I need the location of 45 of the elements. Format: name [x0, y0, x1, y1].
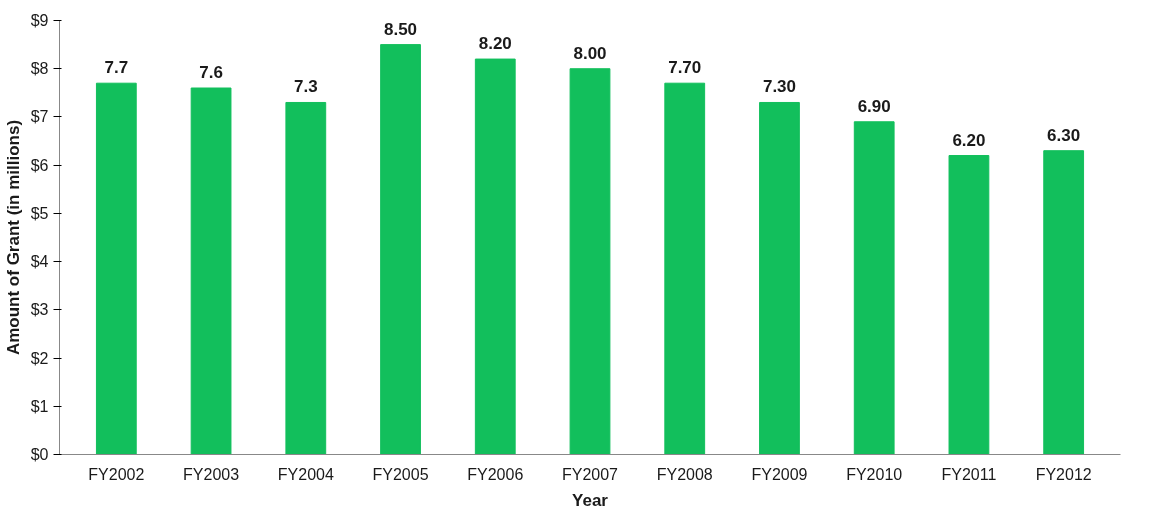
- data-label: 7.7: [104, 58, 129, 78]
- bar: [285, 101, 327, 455]
- y-tick-label: $9: [30, 12, 49, 29]
- bar: [380, 44, 421, 455]
- data-label: 8.20: [478, 34, 512, 54]
- x-tick-label: FY2012: [1035, 465, 1092, 483]
- data-label: 6.90: [857, 96, 891, 116]
- data-label: 7.6: [199, 63, 223, 83]
- bar: [474, 58, 516, 455]
- x-tick-label: FY2003: [183, 465, 240, 483]
- bar: [948, 155, 990, 455]
- y-tick-label: $1: [30, 397, 49, 415]
- data-label: 7.3: [293, 77, 318, 97]
- bar: [95, 82, 137, 455]
- data-label: 7.30: [762, 77, 797, 97]
- y-tick-label: $4: [30, 253, 49, 271]
- x-tick-label: FY2011: [941, 465, 997, 483]
- y-tick-label: $0: [30, 446, 49, 463]
- y-axis-title: Amount of Grant (in millions): [3, 119, 23, 356]
- x-tick-label: FY2006: [467, 465, 524, 483]
- x-tick-label: FY2009: [751, 465, 808, 483]
- bar: [1043, 150, 1085, 455]
- x-tick-label: FY2007: [561, 465, 619, 483]
- y-tick-label: $2: [30, 349, 49, 367]
- data-label: 8.50: [383, 19, 418, 39]
- x-axis-title: Year: [572, 490, 609, 510]
- data-label: 6.30: [1047, 125, 1081, 145]
- bar: [664, 82, 706, 455]
- y-tick-label: $7: [30, 108, 49, 126]
- y-tick-label: $3: [30, 301, 49, 319]
- x-tick-label: FY2005: [372, 465, 429, 483]
- x-tick-label: FY2002: [88, 465, 145, 483]
- data-label: 7.70: [668, 58, 702, 78]
- x-tick-label: FY2008: [656, 465, 713, 483]
- y-tick-label: $6: [30, 156, 49, 174]
- bar: [759, 101, 800, 455]
- y-tick-label: $8: [30, 60, 49, 78]
- bar: [853, 121, 895, 455]
- x-tick-label: FY2010: [846, 465, 903, 483]
- bar: [190, 87, 232, 455]
- bar: [569, 68, 611, 455]
- data-label: 6.20: [952, 130, 986, 150]
- y-tick-label: $5: [30, 204, 49, 222]
- x-tick-label: FY2004: [277, 465, 334, 483]
- data-label: 8.00: [573, 43, 607, 63]
